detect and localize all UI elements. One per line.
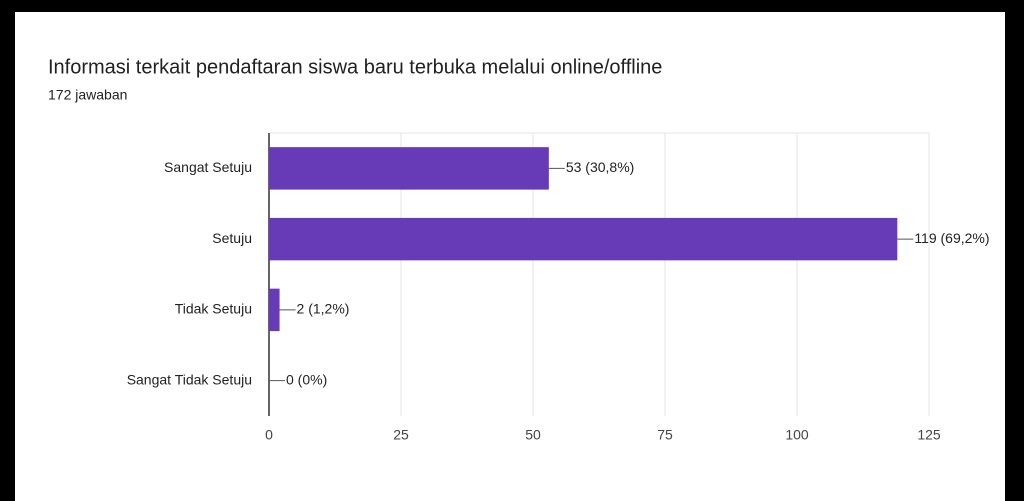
x-tick-label: 50 xyxy=(525,427,541,443)
chart-subtitle: 172 jawaban xyxy=(48,87,127,103)
value-label: 53 (30,8%) xyxy=(566,159,634,175)
x-tick-label: 25 xyxy=(393,427,409,443)
y-tick-label: Tidak Setuju xyxy=(175,301,252,317)
bar xyxy=(269,217,898,261)
bar xyxy=(269,288,280,332)
bar xyxy=(269,147,549,190)
x-tick-label: 0 xyxy=(265,427,273,443)
value-label: 0 (0%) xyxy=(286,371,327,387)
y-tick-label: Sangat Setuju xyxy=(164,159,252,175)
x-tick-label: 75 xyxy=(657,427,673,443)
value-label: 2 (1,2%) xyxy=(297,301,350,317)
x-tick-label: 125 xyxy=(917,427,941,443)
chart-title: Informasi terkait pendaftaran siswa baru… xyxy=(48,56,662,78)
y-tick-label: Sangat Tidak Setuju xyxy=(127,371,252,387)
x-tick-label: 100 xyxy=(785,427,809,443)
value-label: 119 (69,2%) xyxy=(914,230,989,246)
y-tick-label: Setuju xyxy=(212,230,252,246)
